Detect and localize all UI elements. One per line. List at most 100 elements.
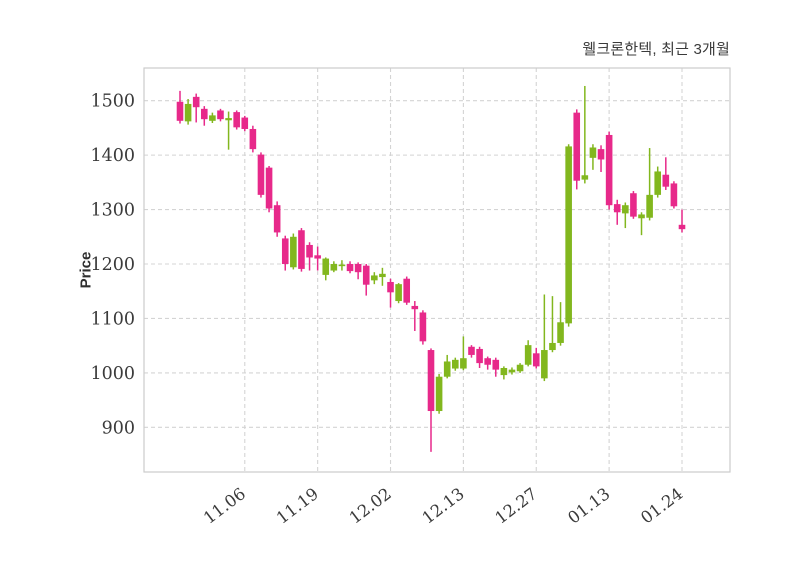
- candle: [192, 93, 200, 123]
- candle-body: [630, 193, 637, 217]
- candle-body: [184, 103, 192, 122]
- candle-body: [451, 359, 459, 369]
- candle-body: [549, 342, 556, 351]
- candle-body: [362, 265, 370, 285]
- y-tick-label: 1300: [90, 201, 135, 221]
- candle: [654, 166, 662, 198]
- candle-body: [338, 264, 346, 267]
- candle: [200, 106, 208, 126]
- candle: [233, 110, 240, 130]
- candle-body: [468, 346, 475, 355]
- candle-body: [192, 96, 200, 108]
- candle-body: [176, 101, 184, 121]
- candle-body: [200, 108, 208, 120]
- candle: [395, 283, 402, 304]
- candle: [630, 191, 637, 219]
- candle: [524, 340, 532, 367]
- candle-body: [460, 358, 467, 369]
- x-tick-label: 12.02: [346, 484, 395, 528]
- candle: [427, 348, 435, 452]
- candle: [330, 261, 338, 273]
- candle: [678, 209, 686, 233]
- candle: [306, 242, 313, 271]
- candle: [298, 228, 305, 272]
- candle: [217, 108, 224, 122]
- candle: [549, 296, 556, 353]
- candle: [492, 357, 500, 377]
- candle: [565, 144, 572, 327]
- candle: [379, 267, 386, 286]
- candle: [346, 261, 354, 274]
- candle-body: [508, 369, 516, 373]
- candle-body: [265, 167, 273, 209]
- candle-body: [484, 358, 491, 365]
- candle: [451, 357, 459, 371]
- candle-body: [387, 281, 394, 293]
- candle: [613, 199, 621, 225]
- candle: [322, 257, 330, 281]
- candle-body: [597, 149, 605, 160]
- candle: [662, 157, 670, 190]
- candle-body: [290, 236, 297, 268]
- candle: [273, 201, 281, 237]
- candle: [460, 336, 467, 371]
- x-tick-label: 01.13: [564, 484, 613, 528]
- candle: [176, 90, 184, 124]
- candle-body: [427, 350, 435, 412]
- candle-body: [492, 359, 500, 370]
- candle: [557, 302, 564, 346]
- y-tick-label: 1200: [90, 255, 135, 275]
- candle: [573, 109, 581, 190]
- candle: [589, 144, 597, 170]
- y-tick-label: 1000: [90, 364, 135, 384]
- candle-body: [565, 146, 572, 324]
- candle: [541, 294, 548, 382]
- candle-body: [573, 112, 581, 181]
- candle: [225, 111, 232, 150]
- candle-body: [395, 284, 402, 302]
- candle-body: [354, 264, 362, 273]
- candle: [281, 235, 289, 271]
- candle: [532, 347, 540, 369]
- candle: [338, 260, 346, 271]
- candle-body: [379, 273, 386, 278]
- candle: [419, 310, 427, 345]
- y-tick-label: 1500: [90, 92, 135, 112]
- candle-body: [217, 110, 224, 120]
- candle-body: [371, 275, 378, 281]
- candle: [605, 131, 613, 210]
- candle-body: [322, 258, 330, 275]
- candle-body: [589, 147, 597, 158]
- candle-body: [411, 305, 419, 310]
- candle-body: [516, 364, 524, 372]
- candle: [508, 367, 516, 375]
- candle: [314, 246, 321, 271]
- candle-body: [330, 264, 338, 271]
- candle-body: [670, 183, 678, 207]
- y-tick-label: 1400: [90, 146, 135, 166]
- candle-body: [500, 368, 508, 376]
- candle: [290, 233, 297, 270]
- candle-body: [233, 112, 240, 128]
- candle-body: [314, 255, 321, 259]
- candle: [500, 366, 508, 380]
- candle-body: [678, 224, 686, 230]
- candle: [257, 152, 265, 198]
- candle: [241, 115, 249, 132]
- candle: [403, 276, 411, 305]
- x-tick-label: 01.24: [637, 484, 686, 528]
- candle-body: [557, 322, 564, 343]
- candle-body: [581, 175, 589, 180]
- candle: [265, 166, 273, 213]
- candle-body: [613, 204, 621, 213]
- candle-body: [209, 115, 216, 121]
- candle-body: [605, 134, 613, 206]
- candle-body: [638, 214, 645, 219]
- candle: [468, 345, 475, 358]
- candle: [443, 354, 451, 379]
- candle-body: [249, 128, 257, 150]
- y-tick-label: 900: [102, 418, 135, 438]
- candle: [184, 99, 192, 125]
- candle-body: [435, 376, 443, 412]
- x-tick-label: 11.06: [200, 484, 249, 528]
